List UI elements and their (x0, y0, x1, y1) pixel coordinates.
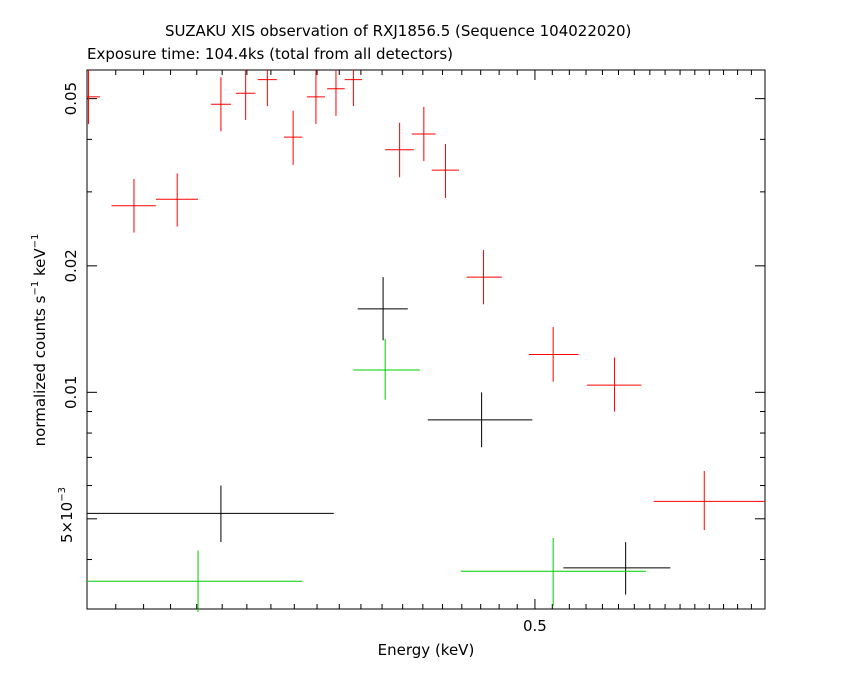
data-point (87, 485, 334, 543)
y-tick-label: 0.02 (62, 249, 80, 282)
y-axis-label-mid: keV (31, 248, 49, 281)
data-point (210, 77, 231, 132)
data-point (563, 542, 671, 595)
data-point (357, 277, 408, 341)
major-ticks (87, 70, 765, 609)
data-point (353, 338, 420, 400)
data-point (653, 470, 765, 531)
y-axis-label-sup1: −1 (30, 281, 41, 296)
minor-ticks (87, 70, 765, 609)
data-point (344, 70, 362, 107)
data-point (235, 70, 256, 120)
y-tick-labels: 0.01 0.02 0.05 (62, 82, 80, 409)
data-point (427, 392, 533, 448)
chart-subtitle: Exposure time: 104.4ks (total from all d… (87, 45, 454, 63)
y-tick-sci-exponent: −3 (57, 487, 68, 502)
data-point (257, 70, 277, 107)
data-point (306, 70, 325, 125)
plot-frame (86, 69, 766, 610)
chart-title: SUZAKU XIS observation of RXJ1856.5 (Seq… (165, 22, 632, 40)
y-axis-label-sup2: −1 (30, 234, 41, 249)
y-axis-label: normalized counts s−1 keV−1 (30, 234, 49, 447)
data-series-2 (87, 277, 671, 595)
y-tick-label: 0.01 (62, 376, 80, 409)
data-point (528, 327, 579, 382)
data-point (431, 143, 459, 199)
data-layer (87, 70, 765, 613)
data-point (586, 357, 642, 412)
x-tick-labels: 0.5 (523, 617, 547, 635)
data-point (111, 178, 156, 233)
data-point (411, 106, 436, 162)
data-series-3 (87, 338, 646, 613)
data-point (155, 173, 199, 227)
data-series-1 (87, 70, 765, 531)
data-point (466, 250, 502, 305)
y-axis-label-main: normalized counts s (31, 295, 49, 446)
data-point (460, 538, 646, 607)
y-tick-sci-mantissa: 5×10 (58, 502, 76, 543)
y-tick-label-sci: 5×10−3 (57, 487, 76, 543)
data-point (385, 122, 414, 178)
data-point (283, 110, 303, 165)
data-point (87, 550, 303, 613)
data-point (327, 70, 345, 116)
data-point (87, 70, 101, 125)
x-tick-label: 0.5 (523, 617, 547, 635)
x-axis-label: Energy (keV) (378, 641, 475, 659)
y-tick-label: 0.05 (62, 82, 80, 115)
